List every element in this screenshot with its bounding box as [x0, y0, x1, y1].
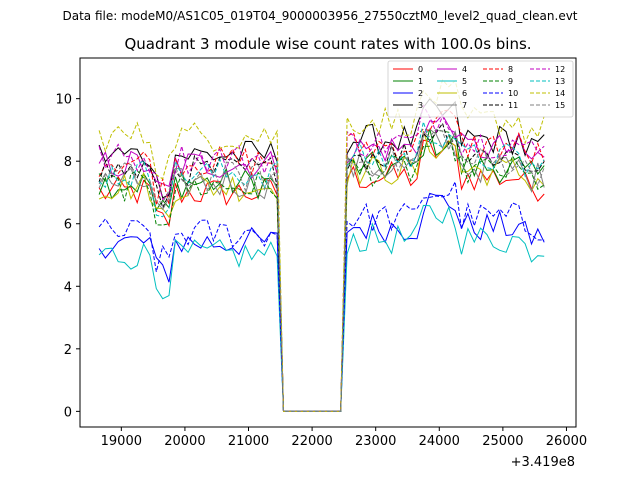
legend-label-15: 15	[555, 101, 565, 110]
series-line-14	[98, 79, 545, 412]
y-tick-label: 6	[64, 218, 72, 233]
legend-label-8: 8	[508, 65, 513, 74]
x-tick-label: 26000	[546, 434, 587, 449]
legend-label-6: 6	[462, 89, 467, 98]
series-line-0	[98, 139, 545, 412]
series-line-7	[98, 128, 545, 412]
series-line-4	[98, 114, 545, 412]
legend-label-10: 10	[508, 89, 518, 98]
legend-label-1: 1	[418, 77, 423, 86]
x-tick-label: 20000	[164, 434, 205, 449]
x-tick-label: 21000	[228, 434, 269, 449]
legend-label-9: 9	[508, 77, 513, 86]
y-tick-label: 8	[64, 155, 72, 170]
series-line-13	[98, 121, 545, 412]
x-tick-label: 19000	[101, 434, 142, 449]
legend-frame	[387, 60, 574, 118]
y-tick-label: 2	[64, 343, 72, 358]
legend-label-12: 12	[555, 65, 565, 74]
x-tick-label: 24000	[419, 434, 460, 449]
legend-label-14: 14	[555, 89, 565, 98]
x-tick-label: 22000	[291, 434, 332, 449]
legend-label-4: 4	[462, 65, 467, 74]
plot-area	[98, 79, 545, 412]
plot-frame	[79, 57, 577, 428]
series-line-5	[98, 204, 545, 412]
legend-label-5: 5	[462, 77, 467, 86]
legend-label-0: 0	[418, 65, 423, 74]
legend-label-11: 11	[508, 101, 518, 110]
series-line-2	[98, 192, 545, 412]
y-axis: 0 2 4 6 8 10	[55, 93, 80, 420]
chart-title: Quadrant 3 module wise count rates with …	[124, 35, 531, 53]
series-line-15	[98, 128, 545, 412]
legend-label-2: 2	[418, 89, 423, 98]
y-tick-label: 0	[64, 405, 72, 420]
x-offset-label: +3.419e8	[511, 455, 575, 470]
series-line-12	[98, 103, 545, 412]
series-line-10	[98, 180, 545, 412]
x-tick-label: 25000	[482, 434, 523, 449]
legend-label-3: 3	[418, 101, 423, 110]
x-tick-label: 23000	[355, 434, 396, 449]
x-axis: 19000 20000 21000 22000 23000 24000 25000 26000	[101, 427, 587, 449]
series-line-1	[98, 128, 545, 412]
y-tick-label: 10	[55, 93, 72, 108]
legend-label-13: 13	[555, 77, 565, 86]
figure-suptitle: Data file: modeM0/AS1C05_019T04_90000039…	[62, 9, 577, 23]
series-line-8	[98, 109, 545, 412]
series-line-9	[98, 129, 545, 412]
y-tick-label: 4	[64, 280, 72, 295]
legend-label-7: 7	[462, 101, 467, 110]
series-line-6	[98, 130, 545, 412]
